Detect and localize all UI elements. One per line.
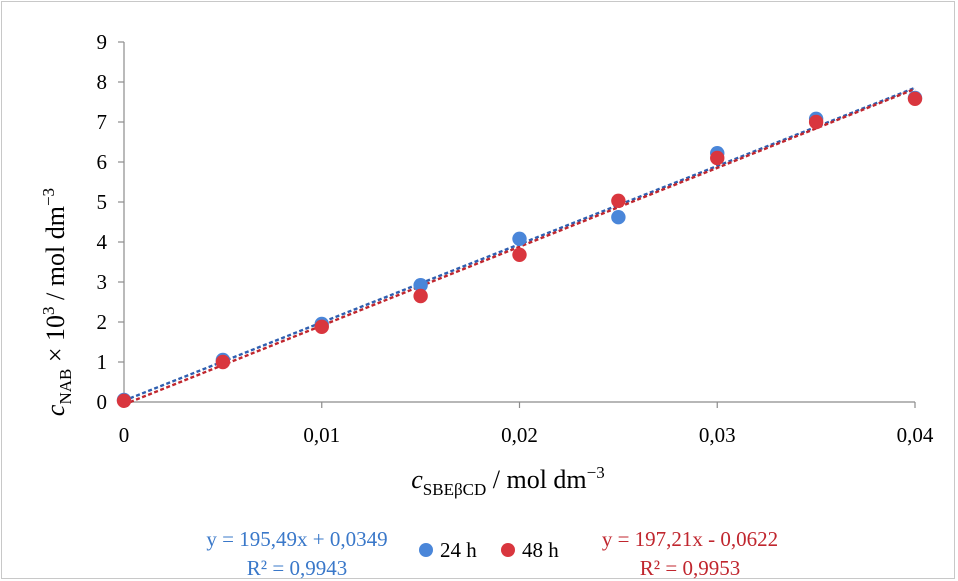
trendline-48h xyxy=(123,87,916,406)
y-tick-label: 4 xyxy=(97,230,108,254)
y-tick-label: 1 xyxy=(97,350,108,374)
x-tick-label: 0,03 xyxy=(699,423,736,447)
x-ticks: 0 0,01 0,02 0,03 0,04 xyxy=(119,402,934,447)
legend-label-24h: 24 h xyxy=(440,538,477,562)
trendline-r2-24h: R² = 0,9943 xyxy=(247,556,347,580)
y-tick-label: 8 xyxy=(97,70,108,94)
data-point-48h xyxy=(512,247,527,262)
y-tick-label: 7 xyxy=(97,110,108,134)
x-tick-label: 0,02 xyxy=(501,423,538,447)
axes-group xyxy=(123,42,915,403)
y-tick-label: 0 xyxy=(97,390,108,414)
legend-marker-24h xyxy=(419,543,433,557)
data-point-24h xyxy=(512,231,527,246)
y-ticks: 0 1 2 3 4 5 6 7 8 9 xyxy=(97,30,124,414)
trendline-equation-24h: y = 195,49x + 0,0349 xyxy=(206,527,387,551)
x-tick-label: 0,04 xyxy=(897,423,934,447)
legend-marker-48h xyxy=(501,543,515,557)
y-axis-title: cNAB × 103 / mol dm−3 xyxy=(39,188,75,416)
data-point-48h xyxy=(314,319,329,334)
data-point-24h xyxy=(611,210,626,225)
x-tick-label: 0 xyxy=(119,423,130,447)
y-tick-label: 5 xyxy=(97,190,108,214)
y-tick-label: 2 xyxy=(97,310,108,334)
y-tick-label: 3 xyxy=(97,270,108,294)
y-tick-label: 6 xyxy=(97,150,108,174)
data-point-48h xyxy=(808,114,824,130)
x-axis-title: cSBEβCD / mol dm−3 xyxy=(411,463,605,499)
legend: y = 195,49x + 0,0349 R² = 0,9943 24 h 48… xyxy=(206,527,778,580)
y-tick-label: 9 xyxy=(97,30,108,54)
x-tick-label: 0,01 xyxy=(303,423,340,447)
data-points xyxy=(116,90,923,408)
data-point-48h xyxy=(116,393,132,408)
data-point-48h xyxy=(907,91,923,107)
trendline-r2-48h: R² = 0,9953 xyxy=(640,556,740,580)
trendlines xyxy=(123,86,916,406)
data-point-48h xyxy=(611,193,626,208)
data-point-48h xyxy=(413,288,428,304)
data-point-24h xyxy=(413,278,428,293)
legend-label-48h: 48 h xyxy=(522,538,559,562)
data-point-48h xyxy=(710,150,725,166)
data-point-48h xyxy=(215,354,231,370)
trendline-equation-48h: y = 197,21x - 0,0622 xyxy=(602,527,778,551)
